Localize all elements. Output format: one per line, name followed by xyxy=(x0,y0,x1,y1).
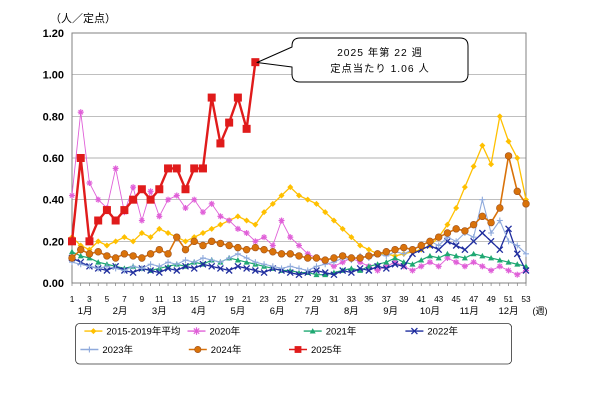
svg-text:2022年: 2022年 xyxy=(427,326,458,338)
svg-text:12月: 12月 xyxy=(499,306,519,317)
svg-text:43: 43 xyxy=(434,294,444,304)
svg-text:定点当たり 1.06 人: 定点当たり 1.06 人 xyxy=(330,62,430,75)
svg-text:2025 年第 22 週: 2025 年第 22 週 xyxy=(337,46,423,59)
svg-text:47: 47 xyxy=(469,294,479,304)
svg-text:（人／定点）: （人／定点） xyxy=(50,11,116,25)
svg-text:(週): (週) xyxy=(533,306,548,316)
svg-text:49: 49 xyxy=(486,294,496,304)
svg-text:23: 23 xyxy=(259,294,269,304)
svg-text:0.60: 0.60 xyxy=(43,153,64,165)
svg-text:11月: 11月 xyxy=(460,306,479,317)
svg-text:35: 35 xyxy=(364,294,374,304)
svg-text:3: 3 xyxy=(87,294,92,304)
svg-text:0.00: 0.00 xyxy=(43,278,64,290)
svg-text:6月: 6月 xyxy=(270,306,285,317)
svg-text:2023年: 2023年 xyxy=(102,344,133,356)
svg-text:2021年: 2021年 xyxy=(326,326,357,338)
svg-text:0.80: 0.80 xyxy=(43,111,64,123)
svg-text:15: 15 xyxy=(190,294,200,304)
svg-text:5月: 5月 xyxy=(230,306,245,317)
svg-text:1月: 1月 xyxy=(78,306,93,317)
svg-text:51: 51 xyxy=(504,294,514,304)
svg-text:1: 1 xyxy=(70,294,75,304)
svg-text:7: 7 xyxy=(122,294,127,304)
svg-text:8月: 8月 xyxy=(344,306,359,317)
svg-text:41: 41 xyxy=(417,294,427,304)
svg-text:2020年: 2020年 xyxy=(210,326,241,338)
svg-text:10月: 10月 xyxy=(420,306,440,317)
svg-text:31: 31 xyxy=(329,294,339,304)
svg-text:39: 39 xyxy=(399,294,409,304)
svg-text:0.20: 0.20 xyxy=(43,236,64,248)
svg-text:13: 13 xyxy=(172,294,182,304)
svg-text:9: 9 xyxy=(140,294,145,304)
svg-text:19: 19 xyxy=(225,294,235,304)
svg-text:25: 25 xyxy=(277,294,287,304)
svg-text:37: 37 xyxy=(382,294,392,304)
svg-text:0.40: 0.40 xyxy=(43,195,64,207)
svg-text:33: 33 xyxy=(347,294,357,304)
svg-text:53: 53 xyxy=(521,294,531,304)
svg-text:4月: 4月 xyxy=(191,306,206,317)
svg-text:27: 27 xyxy=(294,294,304,304)
svg-text:45: 45 xyxy=(452,294,462,304)
svg-text:11: 11 xyxy=(155,294,164,304)
svg-text:1.20: 1.20 xyxy=(43,28,64,40)
svg-text:29: 29 xyxy=(312,294,322,304)
svg-text:7月: 7月 xyxy=(305,306,320,317)
svg-text:9月: 9月 xyxy=(383,306,398,317)
svg-text:17: 17 xyxy=(207,294,217,304)
svg-text:2024年: 2024年 xyxy=(211,344,242,356)
svg-text:21: 21 xyxy=(242,294,252,304)
svg-text:3月: 3月 xyxy=(152,306,167,317)
svg-text:2月: 2月 xyxy=(113,306,128,317)
svg-text:5: 5 xyxy=(105,294,110,304)
svg-text:2025年: 2025年 xyxy=(311,344,342,356)
svg-text:1.00: 1.00 xyxy=(43,70,64,82)
svg-text:2015-2019年平均: 2015-2019年平均 xyxy=(106,326,180,338)
